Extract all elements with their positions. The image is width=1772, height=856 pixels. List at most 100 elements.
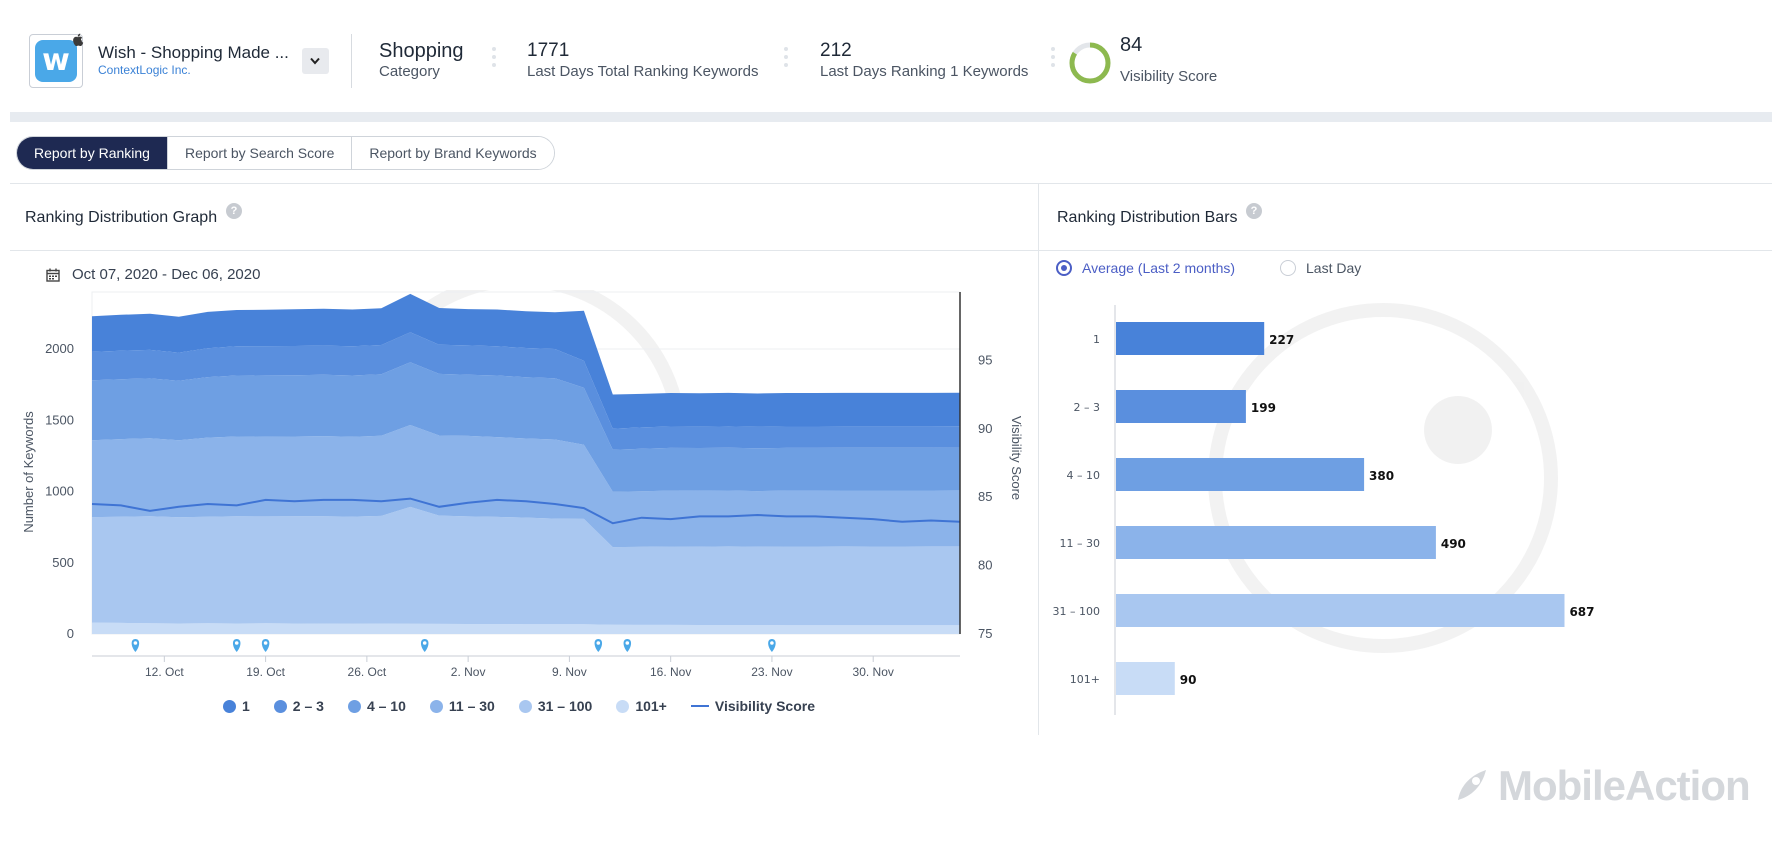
wish-logo: w [35, 40, 77, 82]
legend-item[interactable]: 31 – 100 [518, 698, 593, 714]
ranking-distribution-bars: 1 227 2 – 3 199 4 – 10 380 11 – 30 490 31 – 100 6… [1053, 303, 1595, 715]
radio-last-day[interactable]: Last Day [1280, 260, 1361, 276]
y-tick-label: 1000 [45, 484, 74, 499]
y-tick-label: 0 [67, 626, 74, 641]
legend-item[interactable]: 4 – 10 [347, 698, 406, 714]
y2-axis-title: Visibility Score [1009, 416, 1024, 500]
app-name[interactable]: Wish - Shopping Made ... [98, 43, 289, 62]
report-tabs: Report by Ranking Report by Search Score… [16, 136, 555, 170]
header-divider [351, 34, 352, 88]
pin-shape [623, 639, 632, 652]
total-ranking-value: 1771 [527, 40, 570, 61]
y-tick-label: 2000 [45, 341, 74, 356]
legend-item[interactable]: 1 [223, 698, 250, 714]
legend-label: 4 – 10 [366, 698, 406, 714]
legend-item[interactable]: Visibility Score [690, 698, 815, 714]
bar-category-label: 2 – 3 [1074, 401, 1101, 414]
app-select-button[interactable] [302, 48, 329, 74]
tab-report-by-brand-keywords[interactable]: Report by Brand Keywords [352, 137, 554, 169]
y2-tick-label: 85 [978, 489, 992, 504]
bar [1116, 526, 1436, 559]
category-label: Category [379, 63, 440, 80]
annotation-pin-icon [131, 639, 140, 652]
x-tick-label: 16. Nov [650, 665, 691, 679]
help-icon[interactable]: ? [226, 203, 242, 219]
legend-dot-marker [429, 699, 443, 713]
bar-value-label: 227 [1269, 333, 1294, 347]
stat-separator [784, 47, 788, 73]
legend-label: 101+ [635, 698, 667, 714]
legend-item[interactable]: 11 – 30 [429, 698, 495, 714]
bar [1116, 390, 1246, 423]
pin-shape [261, 639, 270, 652]
help-icon[interactable]: ? [1246, 203, 1262, 219]
legend-item[interactable]: 2 – 3 [273, 698, 324, 714]
bar-value-label: 199 [1251, 401, 1276, 415]
bar-value-label: 90 [1180, 673, 1197, 687]
pin-hole [596, 641, 601, 645]
x-tick-label: 30. Nov [853, 665, 894, 679]
ranking-distribution-graph: 0 500 1000 1500 2000 75 80 85 90 95 12. Oct 19. Oct… [21, 290, 1024, 679]
area-series-1 [92, 293, 960, 429]
x-tick-label: 26. Oct [348, 665, 387, 679]
legend-item[interactable]: 101+ [616, 698, 667, 714]
radio-average[interactable]: Average (Last 2 months) [1056, 260, 1235, 276]
date-range-picker[interactable]: Oct 07, 2020 - Dec 06, 2020 [46, 266, 260, 283]
visibility-score-value: 84 [1120, 34, 1143, 56]
mobileaction-logo: MobileAction [1452, 762, 1751, 810]
annotation-pin-icon [261, 639, 270, 652]
legend-dot-marker [347, 699, 361, 713]
radio-button-selected[interactable] [1056, 260, 1072, 276]
legend-line-marker [690, 705, 709, 707]
chevron-down-icon [310, 57, 320, 65]
bar [1116, 458, 1365, 491]
y2-tick-label: 80 [978, 558, 992, 573]
stat-separator [1051, 47, 1055, 73]
chart-legend: 1 2 – 3 4 – 10 11 – 30 31 – 100 101+ Visibilit… [0, 698, 1038, 714]
legend-dot-marker [518, 699, 532, 713]
tab-report-by-ranking[interactable]: Report by Ranking [17, 137, 168, 169]
radio-button[interactable] [1280, 260, 1296, 276]
y-tick-label: 1500 [45, 412, 74, 427]
y2-tick-label: 75 [978, 626, 992, 641]
rank1-label: Last Days Ranking 1 Keywords [820, 63, 1029, 80]
pin-hole [263, 641, 268, 645]
tab-report-by-search-score[interactable]: Report by Search Score [167, 137, 353, 169]
bar-category-label: 31 – 100 [1053, 605, 1101, 618]
legend-label: 11 – 30 [448, 698, 495, 714]
y2-tick-label: 95 [978, 352, 992, 367]
legend-dot-marker [616, 699, 630, 713]
header-band [10, 112, 1772, 122]
stat-separator [492, 47, 496, 73]
total-ranking-label: Last Days Total Ranking Keywords [527, 63, 759, 80]
visibility-score-ring [1069, 42, 1111, 84]
pin-hole [770, 641, 774, 645]
date-range-text: Oct 07, 2020 - Dec 06, 2020 [72, 266, 261, 283]
bar-value-label: 380 [1369, 469, 1394, 483]
rank1-value: 212 [820, 40, 852, 61]
legend-label: 31 – 100 [537, 698, 593, 714]
x-tick-label: 12. Oct [145, 665, 184, 679]
visibility-score-line [91, 497, 961, 525]
pin-hole [234, 641, 239, 645]
area-series-4-10 [92, 362, 960, 492]
y-tick-label: 500 [52, 555, 74, 570]
y-axis-title: Number of Keywords [21, 411, 36, 533]
bar-category-label: 101+ [1070, 673, 1100, 686]
pin-shape [131, 639, 140, 652]
bar-value-label: 687 [1569, 605, 1594, 619]
visibility-score-label: Visibility Score [1120, 68, 1218, 85]
y2-tick-label: 90 [978, 421, 992, 436]
x-tick-label: 9. Nov [552, 665, 587, 679]
bar-category-label: 11 – 30 [1060, 537, 1101, 550]
pin-hole [422, 641, 427, 645]
app-developer[interactable]: ContextLogic Inc. [98, 63, 191, 77]
bar-category-label: 4 – 10 [1067, 469, 1101, 482]
pin-shape [420, 639, 429, 652]
panel-divider [1038, 183, 1039, 735]
bar [1116, 322, 1265, 355]
x-tick-label: 19. Oct [246, 665, 285, 679]
pin-shape [232, 639, 241, 652]
legend-dot-marker [273, 699, 287, 713]
bar-value-label: 490 [1441, 537, 1466, 551]
